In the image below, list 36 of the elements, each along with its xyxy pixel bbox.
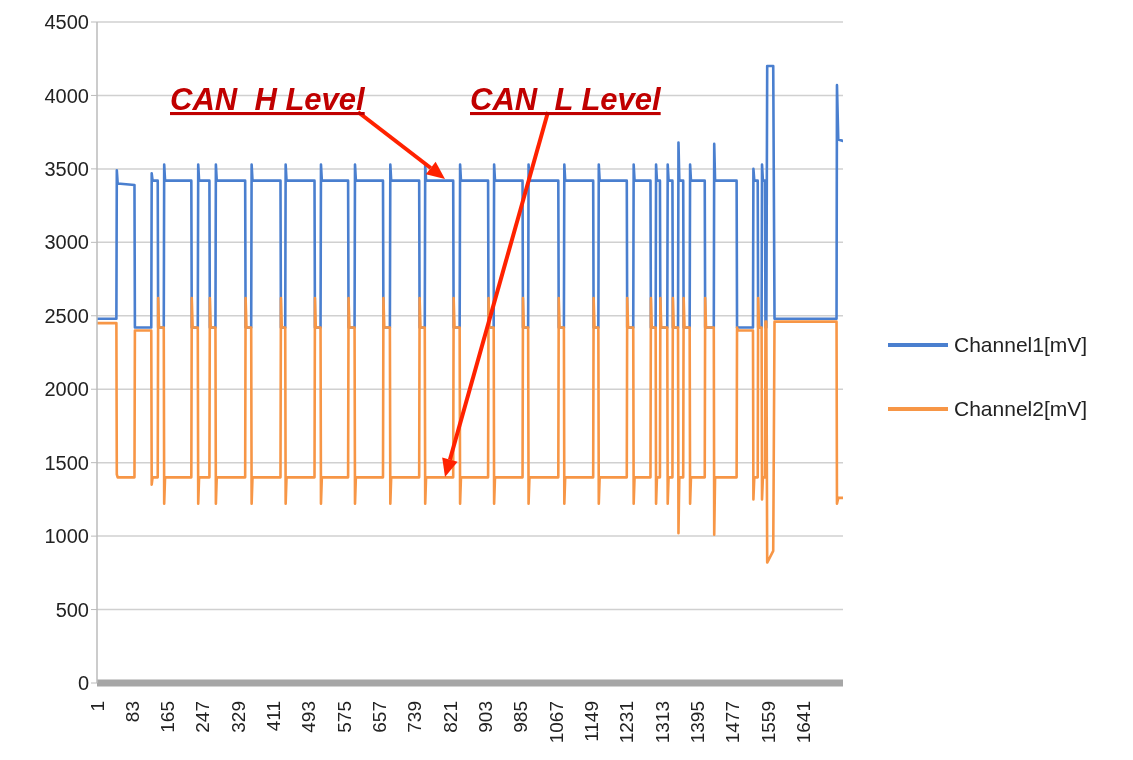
x-tick-label: 575	[333, 701, 355, 733]
line-series	[97, 296, 843, 564]
y-tick-label: 3000	[44, 231, 89, 254]
y-tick-label: 1000	[44, 525, 89, 548]
x-tick-label: 411	[263, 701, 285, 732]
x-tick-label: 247	[192, 701, 214, 733]
y-tick-label: 3500	[44, 157, 89, 180]
x-tick-label: 1477	[722, 701, 744, 744]
x-tick-label: 821	[439, 701, 461, 733]
x-tick-label: 165	[157, 701, 179, 733]
y-tick-label: 4500	[44, 11, 89, 34]
y-tick-label: 2000	[44, 378, 89, 401]
x-tick-label: 657	[369, 701, 391, 733]
x-tick-label: 329	[227, 701, 249, 733]
x-tick-label: 903	[475, 701, 497, 733]
annotation: CAN_L Level	[470, 82, 663, 117]
legend-label: Channel2[mV]	[954, 397, 1088, 421]
y-tick-label: 4000	[44, 84, 89, 107]
y-tick-label: 500	[55, 598, 89, 621]
y-tick-label: 1500	[44, 451, 89, 474]
x-tick-label: 1231	[616, 701, 638, 744]
y-tick-label: 2500	[44, 304, 89, 327]
x-tick-label: 83	[121, 701, 143, 723]
x-tick-label: 1641	[792, 701, 814, 744]
x-tick-label: 1149	[580, 701, 602, 742]
x-tick-label: 1559	[757, 701, 779, 744]
x-tick-label: 739	[404, 701, 426, 733]
y-tick-label: 0	[77, 672, 89, 695]
x-tick-label: 1395	[686, 701, 708, 744]
x-tick-label: 1313	[651, 701, 673, 744]
x-tick-label: 985	[510, 701, 532, 733]
x-tick-label: 493	[298, 701, 320, 733]
x-tick-label: 1	[86, 701, 108, 712]
legend-label: Channel1[mV]	[954, 333, 1088, 357]
x-tick-label: 1067	[545, 701, 567, 744]
annotation: CAN_H Level	[170, 82, 367, 117]
